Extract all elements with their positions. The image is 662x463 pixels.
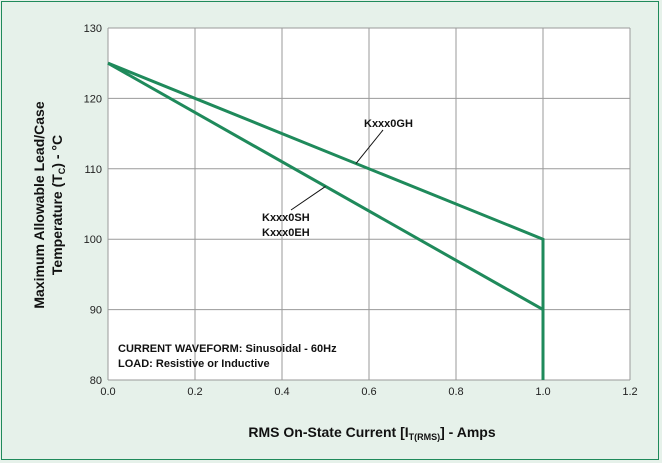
series-label-kxxx0gh: Kxxx0GH <box>364 118 413 130</box>
y-tick-label: 90 <box>90 305 102 317</box>
y-ticks: 80 90 100 110 120 130 <box>84 23 102 387</box>
leader-line-kxxx0gh <box>355 129 384 164</box>
x-tick-label: 0.4 <box>274 386 289 398</box>
x-axis-label: RMS On-State Current [IT(RMS)] - Amps <box>248 424 495 442</box>
y-axis-label-line1: Maximum Allowable Lead/Case <box>31 101 47 308</box>
x-tick-label: 0.2 <box>187 386 202 398</box>
x-tick-label: 1.0 <box>535 386 550 398</box>
y-tick-label: 130 <box>84 23 102 35</box>
note-load: LOAD: Resistive or Inductive <box>118 358 270 370</box>
x-tick-label: 0.8 <box>448 386 463 398</box>
x-tick-label: 1.2 <box>622 386 637 398</box>
series-line-1 <box>107 61 545 380</box>
leader-line-kxxx0sh <box>290 185 326 211</box>
y-tick-label: 120 <box>84 93 102 105</box>
x-tick-label: 0.0 <box>100 386 115 398</box>
y-tick-label: 100 <box>84 234 102 246</box>
x-tick-label: 0.6 <box>361 386 376 398</box>
y-tick-label: 110 <box>84 164 102 176</box>
y-axis-label: Maximum Allowable Lead/Case Temperature … <box>31 101 67 308</box>
note-waveform: CURRENT WAVEFORM: Sinusoidal - 60Hz <box>118 343 337 355</box>
series-label-kxxx0sh: Kxxx0SH <box>262 212 310 224</box>
y-axis-label-line2: Temperature (TC) - °C <box>49 135 67 275</box>
series-label-kxxx0eh: Kxxx0EH <box>262 227 310 239</box>
x-ticks: 0.0 0.2 0.4 0.6 0.8 1.0 1.2 <box>100 386 637 398</box>
y-tick-label: 80 <box>90 375 102 387</box>
